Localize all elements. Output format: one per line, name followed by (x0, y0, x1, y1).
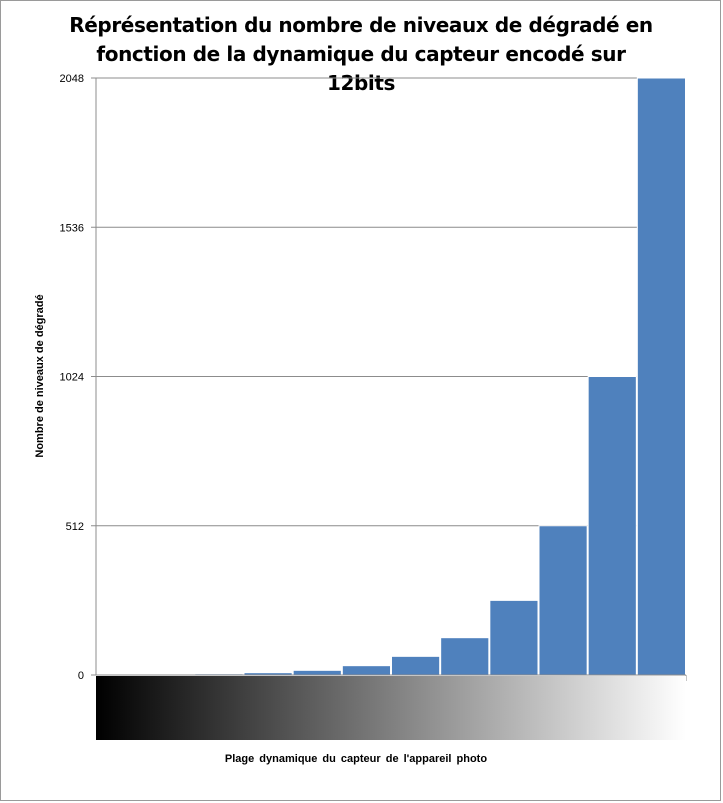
x-axis-label: Plage dynamique du capteur de l'appareil… (224, 753, 488, 765)
bar-12 (636, 77, 686, 676)
y-tick-label: 0 (78, 670, 84, 682)
y-tick-label: 1024 (60, 372, 84, 384)
bar-5 (292, 669, 342, 676)
y-axis-label: Nombre de niveaux de dégradé (34, 294, 46, 457)
dynamic-range-gradient (96, 676, 686, 740)
bar-8 (440, 637, 490, 676)
y-tick-label: 512 (66, 521, 84, 533)
bar-6 (341, 665, 392, 676)
y-tick-label: 1536 (60, 222, 84, 234)
bar-7 (391, 655, 441, 676)
bar-10 (538, 525, 588, 676)
bar-9 (489, 599, 539, 676)
y-tick-label: 2048 (60, 73, 84, 85)
bar-11 (587, 376, 637, 676)
chart-title: Réprésentation du nombre de niveaux de d… (69, 13, 653, 95)
